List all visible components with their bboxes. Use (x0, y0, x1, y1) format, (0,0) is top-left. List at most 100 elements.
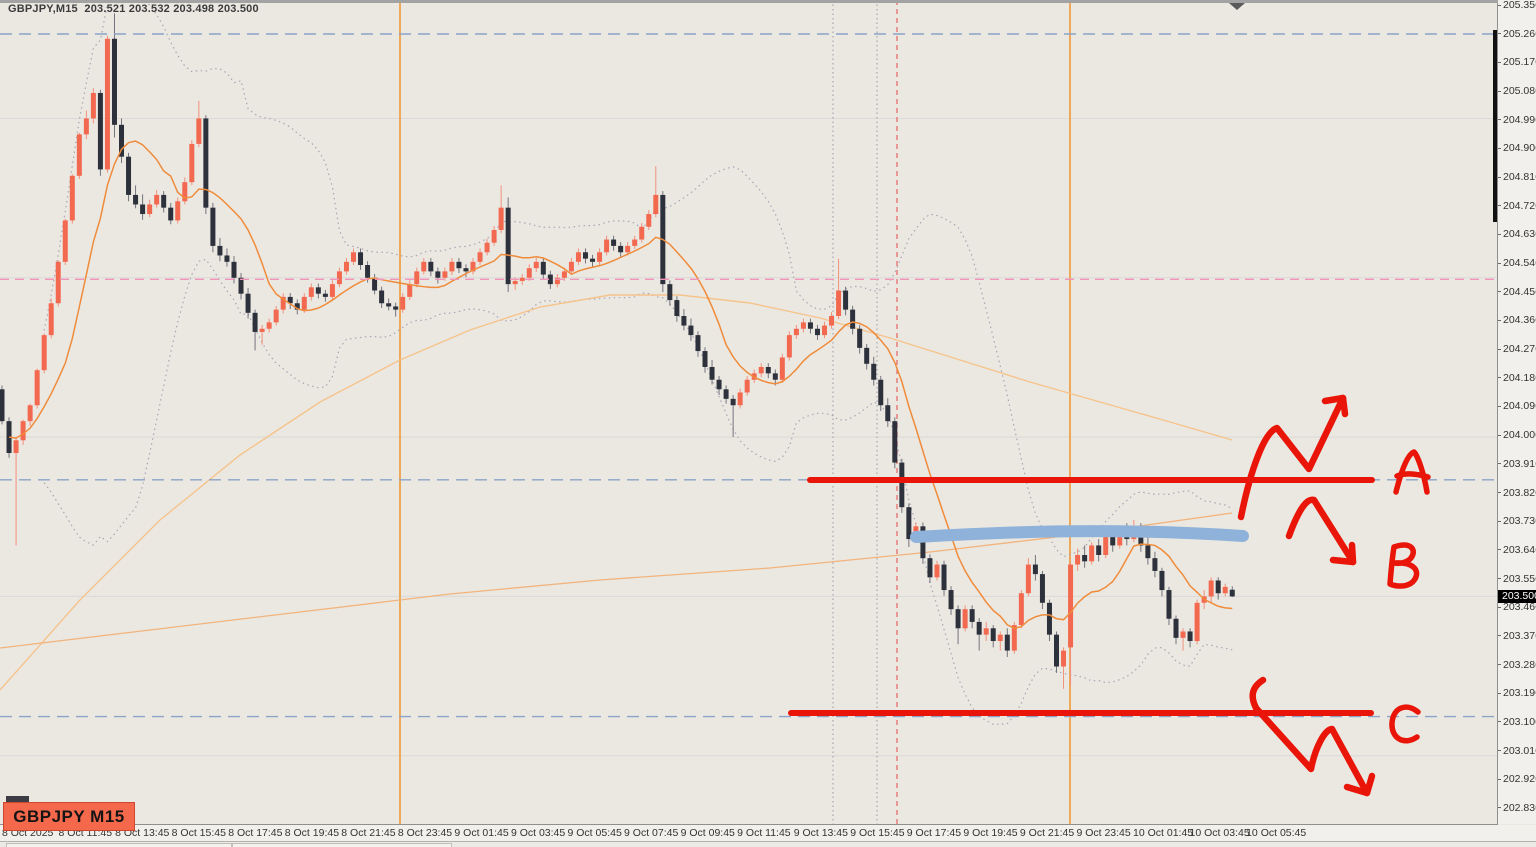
price-tick (1498, 463, 1501, 465)
price-label: 204.366 (1503, 314, 1536, 327)
time-label: 9 Oct 17:45 (906, 827, 962, 839)
time-label: 9 Oct 23:45 (1076, 827, 1131, 839)
time-label: 9 Oct 09:45 (680, 827, 735, 839)
price-label: 204.096 (1503, 400, 1536, 413)
bottom-tab-strip (0, 841, 1536, 847)
time-label: 9 Oct 07:45 (624, 827, 679, 839)
price-tick (1498, 176, 1501, 178)
price-tick (1498, 33, 1501, 35)
price-label: 204.816 (1503, 171, 1536, 184)
time-label: 9 Oct 19:45 (963, 827, 1018, 839)
time-label: 10 Oct 05:45 (1246, 827, 1307, 839)
price-label: 203.826 (1503, 486, 1536, 499)
chevron-down-icon[interactable] (1229, 3, 1245, 10)
price-tick (1498, 520, 1501, 522)
price-tick (1498, 147, 1501, 149)
price-tick (1498, 606, 1501, 608)
price-label: 203.376 (1503, 629, 1536, 642)
time-axis[interactable]: 8 Oct 2025 8 Oct 11:45 8 Oct 13:45 8 Oct 15… (0, 825, 1536, 841)
price-tick (1498, 262, 1501, 264)
price-label: 203.646 (1503, 543, 1536, 556)
up-breakout-arrow-head (1321, 394, 1349, 418)
price-tick (1498, 434, 1501, 436)
price-tick (1498, 405, 1501, 407)
price-tick (1498, 90, 1501, 92)
chart-plot-area[interactable]: GBPJPY,M15 203.521 203.532 203.498 203.5… (0, 0, 1498, 825)
current-price-tag: 203.500 (1498, 589, 1536, 603)
price-tick (1498, 721, 1501, 723)
price-label: 203.106 (1503, 715, 1536, 728)
support-band-blue (910, 525, 1249, 543)
fast-ma-line (8, 140, 1233, 630)
price-tick (1498, 750, 1501, 752)
time-label: 9 Oct 21:45 (1019, 827, 1075, 839)
price-tick (1498, 119, 1501, 121)
price-label: 205.176 (1503, 56, 1536, 69)
price-tick (1498, 778, 1501, 780)
chart-title-ohlc: GBPJPY,M15 203.521 203.532 203.498 203.5… (8, 3, 259, 15)
price-axis[interactable]: 205.356 205.266 205.176 205.086 204.996 204.9… (1498, 0, 1536, 824)
price-label: 202.836 (1503, 801, 1536, 814)
price-label: 203.736 (1503, 515, 1536, 528)
price-tick (1498, 549, 1501, 551)
up-breakout-arrow (1237, 394, 1347, 521)
price-tick (1498, 807, 1501, 809)
time-label: 8 Oct 15:45 (171, 827, 226, 839)
price-label: 204.546 (1503, 257, 1536, 270)
bottom-tab[interactable] (232, 843, 452, 847)
mid-ma-line (0, 294, 1233, 691)
price-label: 205.266 (1503, 27, 1536, 40)
time-label: 9 Oct 01:45 (454, 827, 509, 839)
time-label: 9 Oct 15:45 (850, 827, 905, 839)
label-a (1393, 449, 1431, 495)
price-tick (1498, 205, 1501, 207)
bottom-tab[interactable] (6, 843, 232, 847)
price-chart-canvas[interactable] (0, 0, 1497, 824)
bollinger-upper (43, 0, 1233, 558)
down-breakdown-arrow (1249, 676, 1371, 797)
price-tick (1498, 635, 1501, 637)
price-tick (1498, 4, 1501, 6)
price-label: 204.906 (1503, 142, 1536, 155)
price-label: 205.356 (1503, 0, 1536, 11)
price-label: 203.196 (1503, 687, 1536, 700)
price-label: 203.466 (1503, 601, 1536, 614)
time-label: 8 Oct 17:45 (228, 827, 283, 839)
label-b (1387, 542, 1420, 589)
price-label: 204.996 (1503, 113, 1536, 126)
price-label: 204.636 (1503, 228, 1536, 241)
pullback-arrow (1285, 496, 1357, 566)
scroll-position-marker (6, 796, 29, 802)
price-label: 204.186 (1503, 371, 1536, 384)
price-label: 204.456 (1503, 285, 1536, 298)
time-label: 10 Oct 03:45 (1189, 827, 1250, 839)
price-label: 203.286 (1503, 658, 1536, 671)
pullback-arrow-head (1329, 541, 1357, 566)
time-label: 9 Oct 13:45 (793, 827, 848, 839)
price-label: 203.016 (1503, 744, 1536, 757)
price-label: 202.926 (1503, 773, 1536, 786)
price-tick (1498, 377, 1501, 379)
bollinger-lower (43, 258, 1233, 725)
price-label: 204.726 (1503, 199, 1536, 212)
slow-ma-line (0, 512, 1233, 649)
price-tick (1498, 492, 1501, 494)
candles-layer (0, 13, 1235, 689)
time-label: 10 Oct 01:45 (1133, 827, 1194, 839)
price-tick (1498, 319, 1501, 321)
panel-collapse-strip (0, 0, 1536, 3)
price-label: 203.916 (1503, 457, 1536, 470)
price-tick (1498, 664, 1501, 666)
price-label: 205.086 (1503, 85, 1536, 98)
symbol-badge: GBPJPY M15 (3, 802, 135, 831)
price-tick (1498, 348, 1501, 350)
down-breakdown-arrow-head (1343, 772, 1376, 797)
time-label: 8 Oct 21:45 (341, 827, 396, 839)
time-label: 8 Oct 19:45 (284, 827, 340, 839)
price-label: 204.276 (1503, 343, 1536, 356)
time-label: 9 Oct 11:45 (737, 827, 791, 839)
time-label: 9 Oct 05:45 (567, 827, 622, 839)
time-label: 9 Oct 03:45 (510, 827, 566, 839)
price-label: 203.556 (1503, 572, 1536, 585)
